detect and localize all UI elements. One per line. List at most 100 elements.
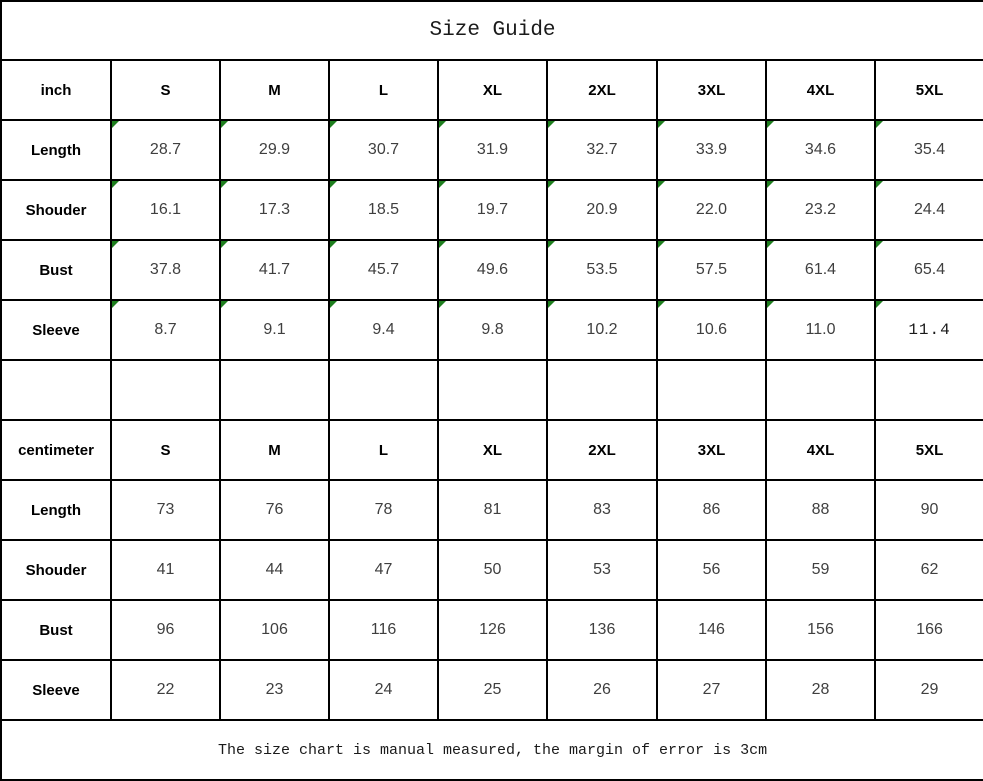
cell-value: 35.4	[913, 141, 946, 158]
cell-corner-marker-icon	[549, 182, 555, 188]
value-cell: 62	[873, 539, 983, 601]
spacer-cell	[873, 359, 983, 421]
value-cell: 32.7	[546, 119, 658, 181]
cell-value: 22.0	[695, 201, 728, 218]
cell-value: 28.7	[149, 141, 182, 158]
value-cell: 53	[546, 539, 658, 601]
value-cell: 22.0	[656, 179, 767, 241]
cell-value: 33.9	[695, 141, 728, 158]
cell-value: 126	[479, 621, 506, 638]
spacer-cell	[656, 359, 767, 421]
cell-corner-marker-icon	[659, 242, 665, 248]
page-title: Size Guide	[0, 0, 983, 61]
spacer-cell	[546, 359, 658, 421]
value-cell: 30.7	[328, 119, 439, 181]
row-label: Bust	[0, 599, 112, 661]
value-cell: 35.4	[873, 119, 983, 181]
value-cell: 10.6	[656, 299, 767, 361]
cell-corner-marker-icon	[877, 182, 883, 188]
cell-value: 45.7	[367, 261, 400, 278]
cell-value: 27	[702, 681, 721, 698]
value-cell: 96	[110, 599, 221, 661]
size-column-header: S	[110, 419, 221, 481]
value-cell: 28.7	[110, 119, 221, 181]
size-column-header: 3XL	[656, 59, 767, 121]
value-cell: 47	[328, 539, 439, 601]
spacer-cell	[765, 359, 876, 421]
inch-row-shouder: Shouder 16.1 17.3 18.5 19.7 20.9 22.0 23.2 24.4	[0, 179, 983, 241]
cell-value: 146	[698, 621, 725, 638]
cell-value: 53.5	[586, 261, 618, 278]
cell-value: 10.2	[586, 321, 618, 338]
value-cell: 126	[437, 599, 548, 661]
cell-value: 26	[593, 681, 611, 698]
spacer-cell	[328, 359, 439, 421]
cell-value: 9.4	[372, 321, 395, 338]
unit-header-centimeter: centimeter	[0, 419, 112, 481]
centimeter-row-shouder: Shouder 41 44 47 50 53 56 59 62	[0, 539, 983, 601]
cell-value: 65.4	[913, 261, 946, 278]
cell-corner-marker-icon	[331, 242, 337, 248]
cell-value: 62	[920, 561, 939, 578]
value-cell: 49.6	[437, 239, 548, 301]
cell-corner-marker-icon	[222, 122, 228, 128]
cell-value: 57.5	[695, 261, 728, 278]
cell-value: 19.7	[476, 201, 509, 218]
value-cell: 86	[656, 479, 767, 541]
value-cell: 116	[328, 599, 439, 661]
inch-row-length: Length 28.7 29.9 30.7 31.9 32.7 33.9 34.6 35.4	[0, 119, 983, 181]
value-cell: 11.4	[873, 299, 983, 361]
row-label: Shouder	[0, 179, 112, 241]
row-label: Sleeve	[0, 659, 112, 721]
inch-row-sleeve: Sleeve 8.7 9.1 9.4 9.8 10.2 10.6 11.0 11.4	[0, 299, 983, 361]
value-cell: 65.4	[873, 239, 983, 301]
value-cell: 45.7	[328, 239, 439, 301]
value-cell: 41	[110, 539, 221, 601]
cell-value: 17.3	[258, 201, 291, 218]
value-cell: 57.5	[656, 239, 767, 301]
cell-value: 34.6	[804, 141, 837, 158]
size-column-header: 4XL	[765, 419, 876, 481]
cell-value: 49.6	[476, 261, 509, 278]
cell-value: 41	[156, 561, 175, 578]
row-label: Shouder	[0, 539, 112, 601]
cell-corner-marker-icon	[768, 242, 774, 248]
spacer-cell	[437, 359, 548, 421]
cell-corner-marker-icon	[222, 302, 228, 308]
cell-corner-marker-icon	[549, 302, 555, 308]
cell-value: 10.6	[695, 321, 728, 338]
value-cell: 37.8	[110, 239, 221, 301]
cell-corner-marker-icon	[113, 182, 119, 188]
cell-value: 50	[483, 561, 502, 578]
value-cell: 88	[765, 479, 876, 541]
cell-value: 44	[265, 561, 284, 578]
size-column-header: L	[328, 419, 439, 481]
cell-value: 86	[702, 501, 721, 518]
value-cell: 26	[546, 659, 658, 721]
footer-note: The size chart is manual measured, the m…	[0, 719, 983, 781]
cell-value: 11.0	[805, 321, 836, 338]
value-cell: 23.2	[765, 179, 876, 241]
value-cell: 24.4	[873, 179, 983, 241]
value-cell: 29.9	[219, 119, 330, 181]
cell-value: 90	[920, 501, 939, 518]
cell-value: 29	[920, 681, 939, 698]
cell-value: 56	[702, 561, 721, 578]
value-cell: 73	[110, 479, 221, 541]
size-column-header: 5XL	[873, 59, 983, 121]
cell-value: 28	[811, 681, 830, 698]
cell-value: 8.7	[154, 321, 177, 338]
value-cell: 53.5	[546, 239, 658, 301]
size-column-header: L	[328, 59, 439, 121]
size-column-header: S	[110, 59, 221, 121]
size-column-header: 2XL	[546, 419, 658, 481]
footer-row: The size chart is manual measured, the m…	[0, 719, 983, 781]
cell-corner-marker-icon	[768, 122, 774, 128]
size-column-header: 5XL	[873, 419, 983, 481]
cell-corner-marker-icon	[659, 182, 665, 188]
cell-corner-marker-icon	[877, 302, 883, 308]
cell-value: 22	[156, 681, 175, 698]
value-cell: 27	[656, 659, 767, 721]
cell-value: 37.8	[149, 261, 182, 278]
